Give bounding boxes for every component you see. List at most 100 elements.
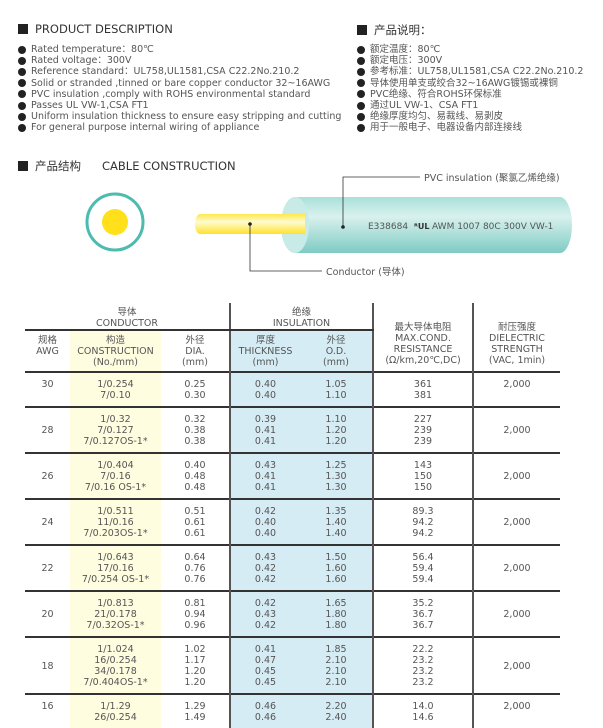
construction-cell: 1/1.024 16/0.254 34/0.178 7/0.404OS-1* — [70, 636, 161, 694]
cell-line: 0.40 — [254, 379, 277, 390]
cell-line: MAX.COND. — [395, 333, 451, 344]
awg-cell: 18 — [25, 636, 70, 694]
cell-line: 1/0.404 — [97, 460, 134, 471]
cell-line: 0.43 — [254, 460, 277, 471]
cell-line: 381 — [413, 390, 433, 401]
cell-line: 1.25 — [325, 460, 347, 471]
cell-line: 0.76 — [184, 574, 206, 585]
cell-line: 0.61 — [184, 528, 206, 539]
cell-line: 0.32 — [184, 414, 206, 425]
cell-line: 0.42 — [254, 506, 277, 517]
dia-cell: 1.02 1.17 1.20 1.20 — [161, 636, 230, 694]
dia-cell: 0.25 0.30 — [161, 371, 230, 407]
cell-line: 1/1.29 — [100, 701, 131, 712]
cell-line: 0.61 — [184, 517, 206, 528]
cell-line: 0.41 — [254, 436, 277, 447]
cell-line: 0.42 — [254, 598, 277, 609]
cell-line: 14.0 — [412, 701, 434, 712]
awg-cell: 30 — [25, 371, 70, 407]
dielectric-cell: 2,000 — [472, 371, 560, 407]
cell-line: 7/0.203OS-1* — [83, 528, 148, 539]
construction-cell: 1/0.813 21/0.178 7/0.32OS-1* — [70, 590, 161, 637]
resistance-cell: 56.4 59.4 59.4 — [373, 544, 473, 591]
list-item-text: 参考标准：UL758,UL1581,CSA C22.2No.210.2 — [370, 66, 584, 78]
cell-line: 0.64 — [184, 552, 206, 563]
product-description-heading: PRODUCT DESCRIPTION — [18, 22, 173, 36]
thickness-cell: 0.40 0.40 — [229, 371, 300, 407]
cell-line: 0.30 — [184, 390, 206, 401]
cell-line: 59.4 — [412, 563, 434, 574]
thickness-cell: 0.43 0.42 0.42 — [229, 544, 300, 591]
cell-line: 0.41 — [254, 644, 277, 655]
cell-line: 2.20 — [325, 701, 347, 712]
table-row-awg-28: 28 1/0.32 7/0.127 7/0.127OS-1* 0.32 0.38 0.3… — [25, 406, 560, 453]
thickness-cell: 0.42 0.43 0.42 — [229, 590, 300, 637]
bullet-icon — [357, 68, 365, 76]
list-item-text: 导体使用单支或绞合32~16AWG镀锡或裸铜 — [370, 77, 558, 89]
header-awg: 规格 AWG — [25, 330, 70, 372]
bullet-icon — [18, 90, 26, 99]
cell-line: 2.10 — [325, 666, 347, 677]
cell-line: 厚度 — [255, 335, 275, 346]
cell-line: CONDUCTOR — [95, 318, 158, 329]
cell-line: 0.42 — [254, 563, 277, 574]
list-item-text: 额定温度：80℃ — [370, 44, 441, 55]
cell-line: 36.7 — [412, 609, 434, 620]
od-cell: 1.85 2.10 2.10 2.10 — [300, 636, 374, 694]
cell-line: O.D. — [325, 346, 347, 357]
cell-line: (VAC, 1min) — [488, 355, 546, 366]
cell-line: 1/0.254 — [97, 379, 134, 390]
list-item: 额定温度：80℃ — [357, 44, 583, 55]
od-cell: 1.05 1.10 — [300, 371, 374, 407]
resistance-cell: 143 150 150 — [373, 452, 473, 499]
dia-cell: 1.29 1.49 — [161, 693, 230, 728]
product-description-heading-cn: 产品说明： — [357, 22, 432, 38]
cell-line: 1.40 — [325, 517, 347, 528]
thickness-cell: 0.46 0.46 — [229, 693, 300, 728]
cell-line: 1/0.813 — [97, 598, 134, 609]
construction-cell: 1/0.511 11/0.16 7/0.203OS-1* — [70, 498, 161, 545]
cell-line: 239 — [413, 425, 433, 436]
cell-line: 0.96 — [184, 620, 206, 631]
cell-line: 227 — [413, 414, 433, 425]
table-row-awg-30: 30 1/0.254 7/0.10 0.25 0.30 0.40 0.40 1.05 1… — [25, 371, 560, 407]
list-item-text: Rated voltage：300V — [31, 55, 132, 67]
header-resistance: 最大导体电阻 MAX.COND. RESISTANCE (Ω/km,20℃,DC) — [373, 303, 473, 372]
cell-line: 0.40 — [184, 460, 206, 471]
od-cell: 1.50 1.60 1.60 — [300, 544, 374, 591]
awg-cell: 22 — [25, 544, 70, 591]
cell-line: (No./mm) — [93, 357, 138, 368]
cell-line: 0.94 — [184, 609, 206, 620]
list-item: 导体使用单支或绞合32~16AWG镀锡或裸铜 — [357, 78, 583, 89]
list-item: 参考标准：UL758,UL1581,CSA C22.2No.210.2 — [357, 66, 583, 77]
dia-cell: 0.32 0.38 0.38 — [161, 406, 230, 453]
dielectric-cell: 2,000 — [472, 498, 560, 545]
od-cell: 1.25 1.30 1.30 — [300, 452, 374, 499]
awg-cell: 20 — [25, 590, 70, 637]
cell-line: 最大导体电阻 — [394, 322, 452, 333]
bullet-icon — [357, 90, 365, 99]
od-cell: 1.35 1.40 1.40 — [300, 498, 374, 545]
cross-section-icon — [85, 192, 145, 252]
bullet-icon — [357, 112, 365, 121]
cell-line: 36.7 — [412, 620, 434, 631]
construction-cell: 1/0.254 7/0.10 — [70, 371, 161, 407]
cell-line: 1.60 — [325, 574, 347, 585]
dielectric-cell: 2,000 — [472, 406, 560, 453]
list-item: Rated voltage：300V — [18, 55, 341, 66]
group-conductor: 导体 CONDUCTOR — [25, 303, 230, 331]
cell-line: 89.3 — [412, 506, 434, 517]
awg-cell: 16 — [25, 693, 70, 728]
cell-line: 35.2 — [412, 598, 434, 609]
cable-construction-heading: 产品结构 CABLE CONSTRUCTION — [18, 158, 236, 174]
cell-line: 16/0.254 — [94, 655, 137, 666]
cell-line: 1/0.32 — [100, 414, 131, 425]
cell-line: 7/0.127OS-1* — [83, 436, 148, 447]
resistance-cell: 89.3 94.2 94.2 — [373, 498, 473, 545]
table-row-awg-20: 20 1/0.813 21/0.178 7/0.32OS-1* 0.81 0.94 0.… — [25, 590, 560, 637]
cell-line: 导体 — [117, 307, 137, 318]
od-cell: 1.10 1.20 1.20 — [300, 406, 374, 453]
list-item-text: Uniform insulation thickness to ensure e… — [31, 111, 342, 123]
cell-line: 0.25 — [184, 379, 206, 390]
cell-line: 绝缘 — [291, 307, 311, 318]
